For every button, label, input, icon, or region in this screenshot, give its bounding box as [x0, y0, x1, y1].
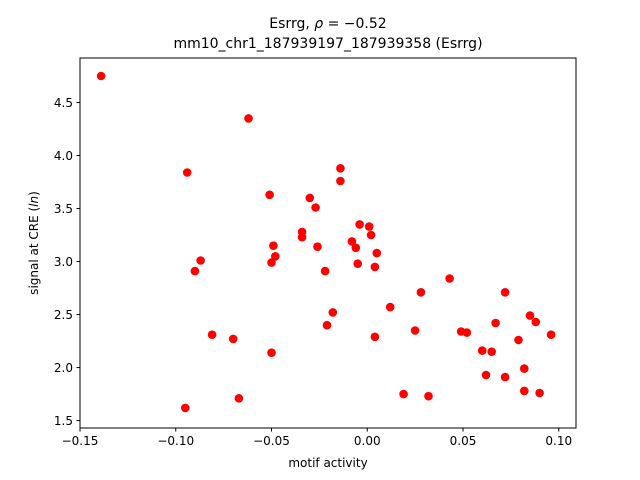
y-tick-label: 2.0 [54, 361, 73, 375]
data-point [514, 335, 523, 345]
data-point [347, 237, 357, 246]
data-point [351, 243, 361, 253]
y-axis-label-italic: ln [27, 196, 41, 207]
data-point [336, 176, 345, 186]
data-point [399, 389, 408, 399]
data-point [366, 230, 376, 240]
x-tick-label: −0.15 [62, 434, 99, 448]
data-point [328, 308, 338, 317]
data-point [531, 317, 541, 327]
data-point [181, 403, 190, 413]
data-point [500, 288, 510, 297]
data-point [520, 386, 529, 396]
x-tick-label: 0.05 [450, 434, 477, 448]
data-point [355, 220, 364, 229]
x-axis-label: motif activity [288, 456, 367, 470]
x-tick-label: 0.00 [354, 434, 381, 448]
data-point [305, 193, 315, 203]
data-point [228, 334, 238, 344]
x-tick-label: −0.10 [157, 434, 194, 448]
points-layer [96, 71, 556, 413]
y-tick-label: 3.0 [54, 255, 73, 269]
x-tick-label: −0.05 [253, 434, 290, 448]
data-point [336, 164, 345, 173]
data-point [297, 232, 307, 242]
y-tick-label: 3.5 [54, 202, 73, 216]
y-tick-label: 4.0 [54, 149, 73, 163]
data-point [96, 71, 106, 81]
chart-title-line1: Esrrg, ρ = −0.52 [269, 16, 386, 32]
y-tick-label: 1.5 [54, 414, 73, 428]
data-point [500, 372, 510, 382]
data-point [372, 248, 382, 258]
y-tick-label: 2.5 [54, 308, 73, 322]
data-point [320, 266, 330, 276]
y-axis-label-prefix: signal at CRE ( [27, 207, 41, 295]
y-axis-label: signal at CRE (ln) [27, 191, 41, 295]
data-point [190, 266, 200, 276]
data-point [424, 391, 433, 401]
data-point [234, 394, 244, 403]
data-point [267, 258, 276, 267]
data-point [487, 347, 497, 357]
data-point [353, 259, 363, 269]
data-point [535, 388, 544, 398]
title-gene-prefix: Esrrg, [269, 16, 314, 32]
data-point [271, 251, 280, 261]
data-point [410, 326, 420, 335]
data-point [462, 328, 472, 337]
x-tick-label: 0.10 [545, 434, 572, 448]
data-point [244, 114, 253, 123]
y-axis-ticks: 1.5 2.0 2.5 3.0 3.5 4.0 4.5 [54, 96, 80, 428]
y-tick-label: 4.5 [54, 96, 73, 110]
data-point [546, 330, 556, 340]
data-point [207, 330, 217, 340]
data-point [313, 242, 322, 251]
chart-title-line2: mm10_chr1_187939197_187939358 (Esrrg) [173, 36, 482, 52]
data-point [385, 302, 395, 312]
data-point [491, 318, 500, 328]
title-rho-symbol: ρ [314, 16, 323, 32]
data-point [477, 346, 487, 355]
data-point [322, 320, 332, 330]
plot-area-frame [79, 57, 577, 429]
data-point [445, 274, 454, 283]
data-point [525, 311, 535, 320]
data-point [196, 256, 205, 265]
data-point [370, 262, 380, 272]
x-axis-ticks: −0.15 −0.10 −0.05 0.00 0.05 0.10 [62, 428, 572, 448]
data-point [265, 190, 274, 200]
data-point [269, 241, 278, 250]
data-point [481, 370, 491, 380]
title-rho-value: = −0.52 [323, 16, 387, 32]
y-axis-label-suffix: ) [27, 191, 41, 196]
data-point [364, 222, 374, 231]
data-point [267, 348, 276, 358]
data-point [416, 288, 426, 297]
data-point [370, 332, 380, 342]
data-point [520, 364, 529, 373]
data-point [311, 203, 320, 212]
data-point [182, 168, 192, 177]
